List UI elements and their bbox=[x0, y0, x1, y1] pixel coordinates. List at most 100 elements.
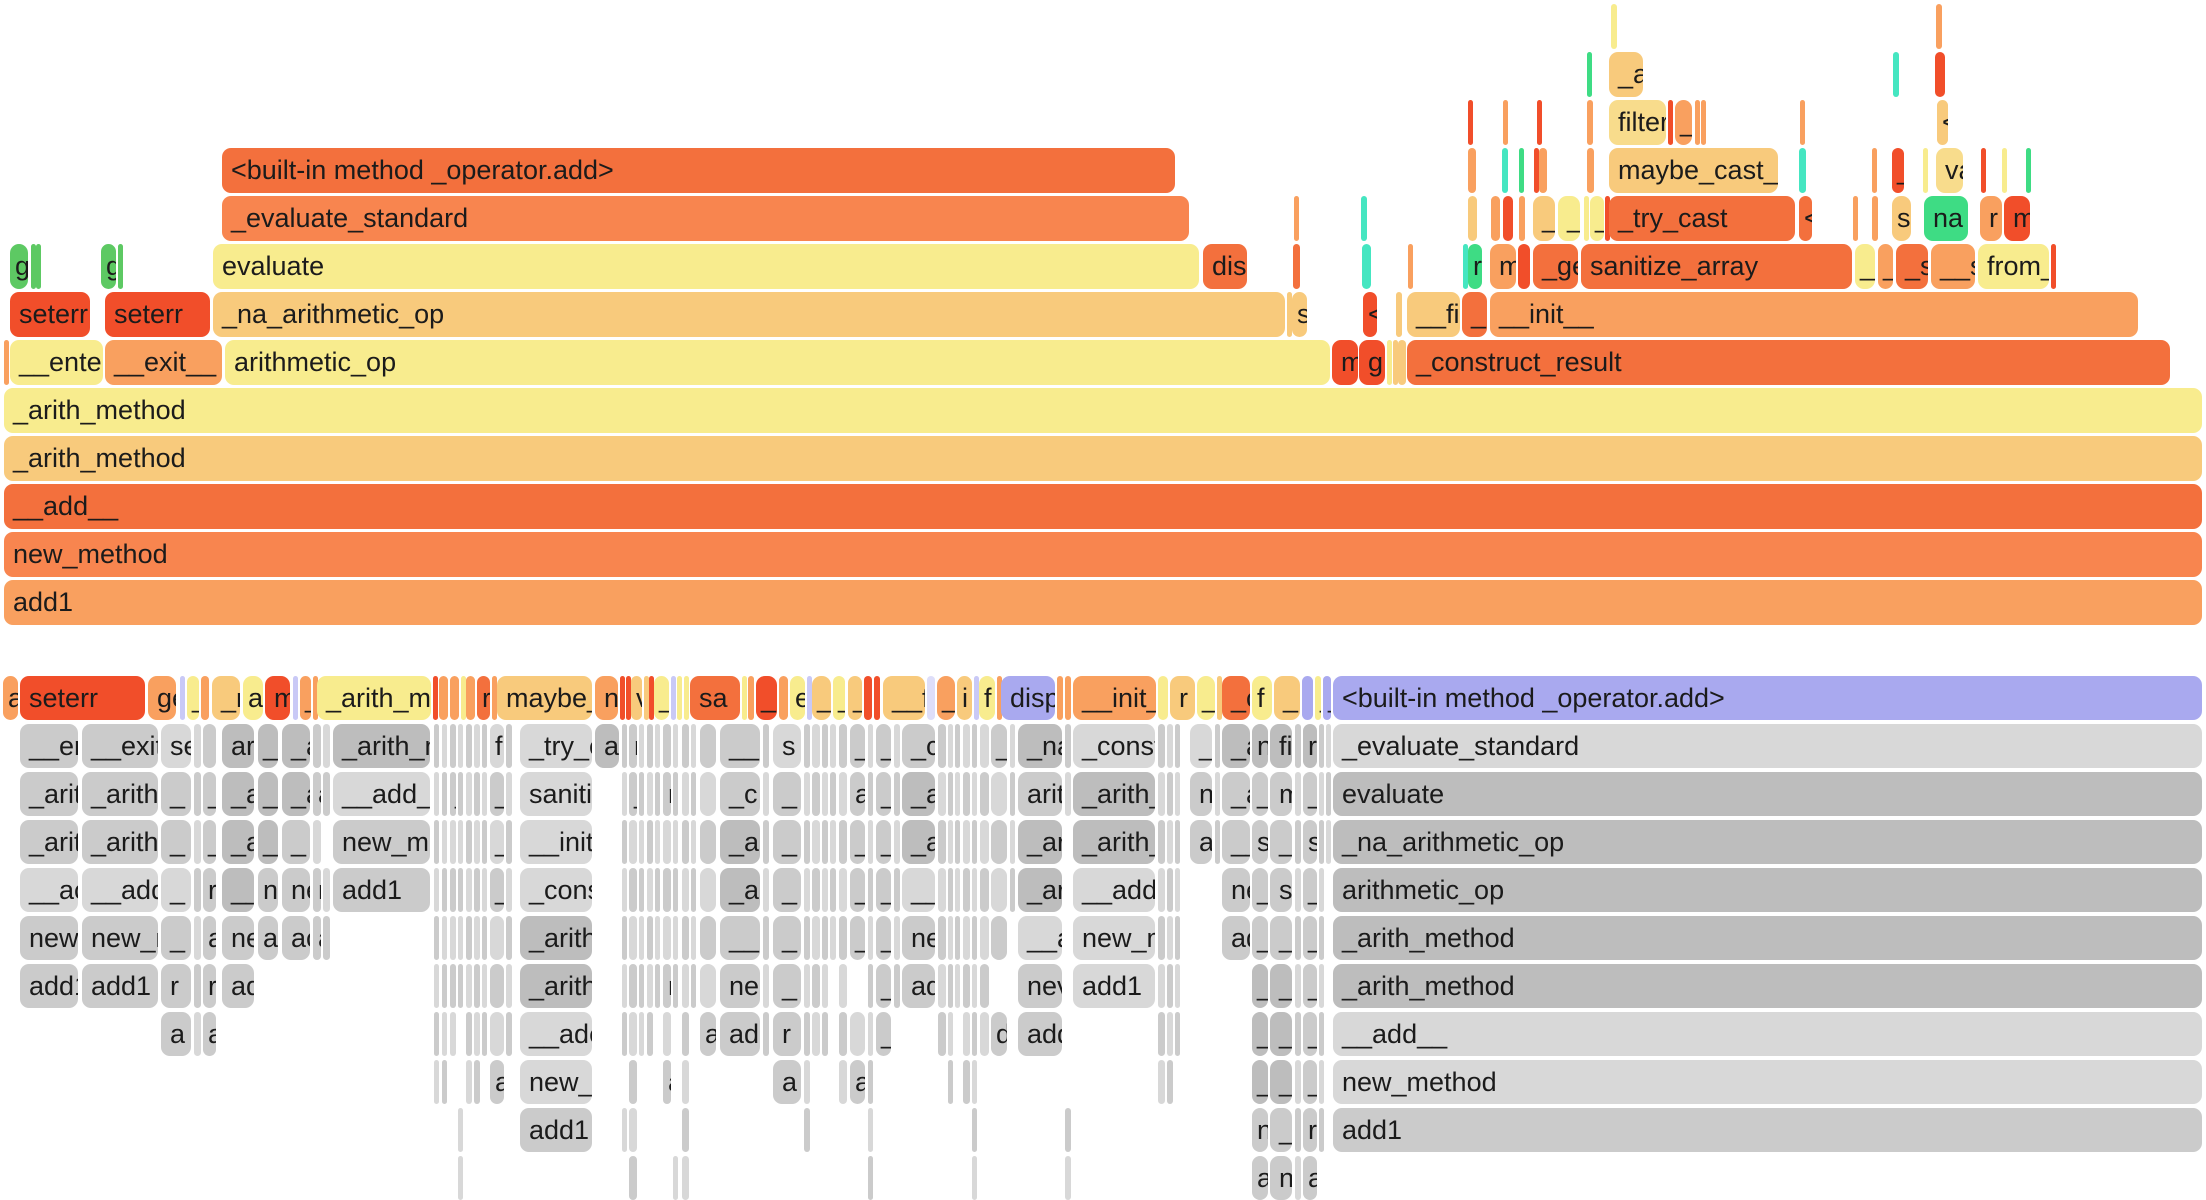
frame[interactable] bbox=[830, 820, 836, 864]
frame[interactable] bbox=[682, 772, 689, 816]
frame[interactable] bbox=[980, 820, 989, 864]
frame[interactable] bbox=[458, 820, 463, 864]
frame[interactable]: a bbox=[203, 916, 216, 960]
frame[interactable]: _ bbox=[848, 676, 862, 720]
frame[interactable] bbox=[474, 1060, 480, 1104]
frame[interactable]: seterr bbox=[20, 676, 145, 720]
frame[interactable]: _ bbox=[773, 772, 801, 816]
frame[interactable] bbox=[639, 724, 644, 768]
frame[interactable] bbox=[830, 868, 836, 912]
frame[interactable]: a bbox=[1252, 1156, 1268, 1200]
frame[interactable] bbox=[622, 868, 627, 912]
frame[interactable] bbox=[763, 1012, 769, 1056]
frame[interactable]: _ bbox=[850, 820, 865, 864]
frame[interactable] bbox=[639, 964, 644, 1008]
frame[interactable] bbox=[434, 1060, 439, 1104]
frame[interactable]: _ bbox=[161, 916, 191, 960]
frame[interactable]: __er bbox=[20, 724, 78, 768]
frame[interactable]: _ bbox=[1252, 1060, 1268, 1104]
frame[interactable]: _ bbox=[300, 676, 311, 720]
frame[interactable]: < bbox=[1363, 292, 1377, 337]
frame[interactable]: disp bbox=[1001, 676, 1055, 720]
frame[interactable] bbox=[649, 676, 654, 720]
frame[interactable] bbox=[822, 964, 828, 1008]
frame[interactable] bbox=[948, 868, 953, 912]
frame[interactable] bbox=[663, 820, 671, 864]
frame[interactable]: a bbox=[850, 1060, 865, 1104]
frame[interactable]: _arith_ bbox=[1073, 820, 1155, 864]
frame[interactable] bbox=[804, 1108, 810, 1152]
frame[interactable] bbox=[763, 772, 769, 816]
frame[interactable] bbox=[822, 820, 828, 864]
frame[interactable] bbox=[442, 868, 447, 912]
frame[interactable] bbox=[1362, 244, 1371, 289]
frame[interactable]: _arith_ bbox=[82, 772, 158, 816]
frame[interactable]: _ bbox=[1270, 1108, 1292, 1152]
frame[interactable]: _ bbox=[756, 676, 777, 720]
frame[interactable] bbox=[506, 724, 512, 768]
frame[interactable]: new_meth bbox=[333, 820, 430, 864]
frame[interactable] bbox=[938, 1012, 946, 1056]
frame[interactable] bbox=[682, 724, 689, 768]
frame[interactable] bbox=[997, 676, 1002, 720]
frame[interactable]: n bbox=[1270, 1156, 1292, 1200]
frame[interactable] bbox=[682, 1060, 689, 1104]
frame[interactable]: sanitiz bbox=[520, 772, 592, 816]
frame[interactable] bbox=[466, 724, 472, 768]
frame[interactable]: _ bbox=[1270, 1060, 1292, 1104]
frame[interactable] bbox=[700, 772, 716, 816]
frame[interactable]: __exit__ bbox=[105, 340, 222, 385]
frame[interactable] bbox=[980, 916, 989, 960]
frame[interactable]: <built-in method _operator.add> bbox=[1333, 676, 2202, 720]
frame[interactable] bbox=[1326, 820, 1331, 864]
frame[interactable] bbox=[434, 916, 439, 960]
frame[interactable] bbox=[323, 772, 330, 816]
frame[interactable]: r bbox=[161, 964, 191, 1008]
frame[interactable]: ad bbox=[1222, 916, 1250, 960]
frame[interactable]: arithmetic_op bbox=[1333, 868, 2202, 912]
frame[interactable] bbox=[700, 964, 716, 1008]
frame[interactable]: _a bbox=[222, 820, 254, 864]
frame[interactable]: __init_ bbox=[1073, 676, 1156, 720]
frame[interactable] bbox=[804, 868, 810, 912]
frame[interactable]: a bbox=[313, 772, 321, 816]
frame[interactable] bbox=[1295, 964, 1301, 1008]
frame[interactable] bbox=[466, 772, 472, 816]
frame[interactable] bbox=[1295, 724, 1301, 768]
frame[interactable]: n bbox=[313, 868, 321, 912]
frame[interactable] bbox=[490, 1012, 504, 1056]
frame[interactable]: _ bbox=[1270, 1012, 1292, 1056]
frame[interactable]: n bbox=[1252, 1108, 1268, 1152]
frame[interactable]: _ bbox=[282, 820, 310, 864]
frame[interactable] bbox=[963, 868, 970, 912]
frame[interactable] bbox=[963, 1012, 970, 1056]
frame[interactable]: __fi bbox=[1407, 292, 1460, 337]
frame[interactable]: _ bbox=[450, 772, 456, 816]
frame[interactable] bbox=[1695, 100, 1700, 145]
frame[interactable]: n bbox=[1252, 724, 1268, 768]
frame[interactable] bbox=[313, 820, 321, 864]
frame[interactable] bbox=[442, 916, 447, 960]
frame[interactable] bbox=[1175, 724, 1180, 768]
frame[interactable] bbox=[482, 772, 487, 816]
frame[interactable] bbox=[1668, 100, 1673, 145]
frame[interactable] bbox=[458, 1156, 463, 1200]
frame[interactable] bbox=[1936, 4, 1942, 49]
frame[interactable] bbox=[450, 724, 456, 768]
frame[interactable] bbox=[972, 724, 977, 768]
frame[interactable] bbox=[1387, 340, 1392, 385]
frame[interactable]: _try_c bbox=[520, 724, 592, 768]
frame[interactable]: __a bbox=[902, 868, 935, 912]
frame[interactable]: ad bbox=[222, 964, 254, 1008]
frame[interactable] bbox=[1872, 196, 1878, 241]
frame[interactable]: a bbox=[773, 1060, 801, 1104]
frame[interactable]: _ bbox=[1190, 724, 1212, 768]
frame[interactable] bbox=[474, 964, 480, 1008]
frame[interactable] bbox=[1287, 292, 1292, 337]
frame[interactable] bbox=[894, 964, 900, 1008]
frame[interactable] bbox=[894, 868, 900, 912]
frame[interactable] bbox=[450, 676, 459, 720]
frame[interactable] bbox=[1295, 1060, 1301, 1104]
frame[interactable]: s bbox=[1252, 820, 1268, 864]
frame[interactable] bbox=[955, 820, 960, 864]
